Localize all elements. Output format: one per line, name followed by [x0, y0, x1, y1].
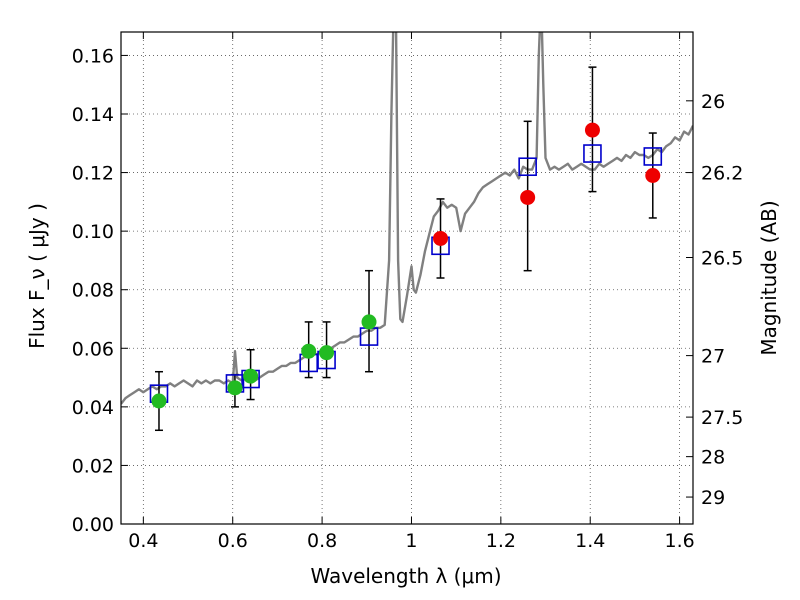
y-tick-label: 0.02 — [72, 455, 114, 477]
x-axis-label: Wavelength λ (μm) — [310, 564, 501, 588]
y2-axis-label: Magnitude (AB) — [757, 200, 781, 355]
y-axis-label: Flux F_ν ( μJy ) — [25, 203, 49, 349]
y2-axis-ticks: 26 26.2 26.5 27 27.5 28 29 — [686, 91, 743, 509]
x-tick-label: 1.4 — [575, 530, 605, 552]
y-tick-label: 0.12 — [72, 163, 114, 185]
x-tick-label: 1.2 — [486, 530, 516, 552]
model-spectrum-line — [121, 32, 693, 405]
spectrum-polyline — [121, 32, 693, 405]
plot-frame — [120, 31, 694, 525]
model-square-point — [643, 147, 663, 166]
nir-data-point — [584, 122, 600, 138]
optical-data-point — [151, 393, 167, 409]
model-photometry-squares — [149, 144, 663, 403]
y2-tick-label: 28 — [701, 447, 725, 469]
y2-tick-label: 26 — [701, 91, 725, 113]
model-square-point — [583, 144, 602, 163]
y2-tick-label: 27 — [701, 346, 725, 368]
y2-tick-label: 29 — [701, 487, 725, 509]
error-bars — [154, 66, 657, 432]
x-axis-ticks: 0.4 0.6 0.8 1 1.2 1.4 1.6 — [128, 32, 695, 552]
x-tick-label: 0.6 — [218, 530, 248, 552]
optical-data-point — [361, 314, 377, 330]
observed-photometry-points — [151, 122, 661, 409]
x-tick-label: 0.4 — [128, 530, 158, 552]
y-tick-label: 0.10 — [72, 221, 114, 243]
y-tick-label: 0.08 — [72, 280, 114, 302]
optical-data-point — [227, 380, 243, 396]
model-square-point — [518, 157, 537, 177]
x-tick-label: 1.6 — [664, 530, 694, 552]
y-tick-label: 0.04 — [72, 397, 114, 419]
y-tick-label: 0.00 — [72, 514, 114, 536]
y-tick-label: 0.14 — [72, 104, 114, 126]
optical-data-point — [243, 368, 259, 384]
y-tick-label: 0.16 — [72, 45, 114, 67]
optical-data-point — [301, 343, 317, 359]
nir-data-point — [645, 168, 661, 183]
y2-tick-label: 27.5 — [701, 407, 743, 429]
y2-tick-label: 26.5 — [701, 248, 743, 270]
x-tick-label: 1 — [405, 530, 417, 552]
optical-data-point — [319, 345, 335, 361]
y-axis-ticks: 0.00 0.02 0.04 0.06 0.08 0.10 0.12 0.14 0.16 — [72, 45, 128, 536]
nir-data-point — [433, 230, 449, 246]
x-tick-label: 0.8 — [307, 530, 337, 552]
y2-tick-label: 26.2 — [701, 163, 743, 185]
grid — [121, 32, 693, 525]
nir-data-point — [520, 189, 536, 205]
y-tick-label: 0.06 — [72, 338, 114, 360]
